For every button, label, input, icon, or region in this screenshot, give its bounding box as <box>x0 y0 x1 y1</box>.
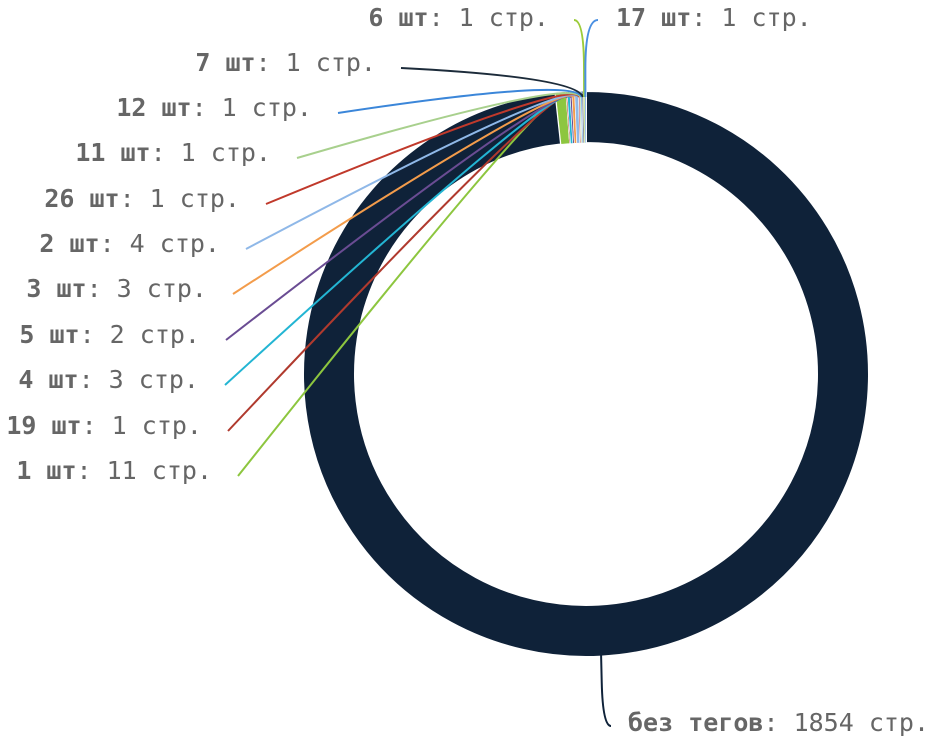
label-value: : 1 стр. <box>256 48 376 77</box>
label-value: : 3 стр. <box>79 365 199 394</box>
label-name: 19 шт <box>6 411 81 440</box>
label-name: 1 шт <box>16 456 76 485</box>
label-4-sht: 4 шт: 3 стр. <box>18 365 199 394</box>
leader-17-sht <box>584 19 599 98</box>
label-name: 11 шт <box>75 138 150 167</box>
label-name: 2 шт <box>39 229 99 258</box>
label-12-sht: 12 шт: 1 стр. <box>116 93 312 122</box>
label-value: : 1 стр. <box>82 411 202 440</box>
label-name: 7 шт <box>195 48 255 77</box>
label-value: : 2 стр. <box>80 320 200 349</box>
label-17-sht: 17 шт: 1 стр. <box>616 3 812 32</box>
leader-26-sht <box>265 93 581 205</box>
label-2-sht: 2 шт: 4 стр. <box>39 229 220 258</box>
label-11-sht: 11 шт: 1 стр. <box>75 138 271 167</box>
label-value: : 1 стр. <box>151 138 271 167</box>
label-value: : 1854 стр. <box>763 708 929 737</box>
label-bez-tegov: без тегов: 1854 стр. <box>628 708 929 737</box>
label-7-sht: 7 шт: 1 стр. <box>195 48 376 77</box>
label-name: без тегов <box>628 708 763 737</box>
label-name: 5 шт <box>19 320 79 349</box>
label-value: : 1 стр. <box>429 3 549 32</box>
slice-labels: без тегов: 1854 стр.1 шт: 11 стр.19 шт: … <box>6 3 929 737</box>
label-6-sht: 6 шт: 1 стр. <box>368 3 549 32</box>
label-19-sht: 19 шт: 1 стр. <box>6 411 202 440</box>
label-name: 4 шт <box>18 365 78 394</box>
label-5-sht: 5 шт: 2 стр. <box>19 320 200 349</box>
leader-lines <box>224 19 612 727</box>
leader-bez-tegov <box>599 650 612 727</box>
label-value: : 1 стр. <box>120 184 240 213</box>
label-value: : 1 стр. <box>691 3 811 32</box>
label-name: 17 шт <box>616 3 691 32</box>
label-name: 12 шт <box>116 93 191 122</box>
label-value: : 1 стр. <box>192 93 312 122</box>
leader-11-sht <box>296 92 582 159</box>
label-name: 3 шт <box>26 274 86 303</box>
label-value: : 3 стр. <box>87 274 207 303</box>
label-26-sht: 26 шт: 1 стр. <box>44 184 240 213</box>
leader-7-sht <box>400 67 584 98</box>
label-name: 26 шт <box>44 184 119 213</box>
label-3-sht: 3 шт: 3 стр. <box>26 274 207 303</box>
leader-6-sht <box>573 19 586 98</box>
label-name: 6 шт <box>368 3 428 32</box>
label-1-sht: 1 шт: 11 стр. <box>16 456 212 485</box>
label-value: : 11 стр. <box>77 456 212 485</box>
slice-17-sht[interactable] <box>584 90 587 144</box>
label-value: : 4 стр. <box>100 229 220 258</box>
leader-12-sht <box>337 88 583 114</box>
